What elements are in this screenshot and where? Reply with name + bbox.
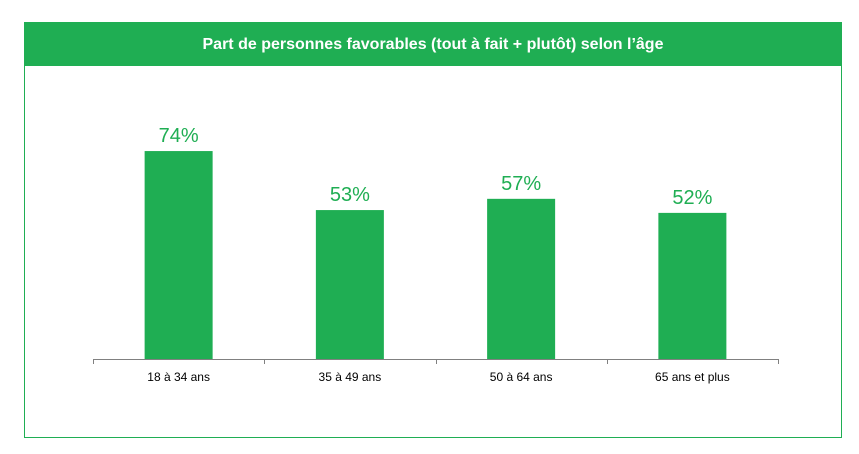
chart-title-bar: Part de personnes favorables (tout à fai… [25, 23, 841, 66]
category-label-1: 18 à 34 ans [147, 370, 210, 384]
bar-4 [658, 212, 727, 359]
data-label-2: 53% [330, 184, 370, 206]
bar-3 [487, 198, 556, 359]
x-axis [93, 359, 779, 364]
data-label-3: 57% [501, 173, 541, 195]
bar-2 [315, 210, 384, 359]
category-label-4: 65 ans et plus [655, 370, 730, 384]
data-label-4: 52% [672, 187, 712, 209]
labels-group: 74% 18 à 34 ans 53% 35 à 49 ans 57% 50 à 64 a… [147, 125, 729, 384]
chart-title: Part de personnes favorables (tout à fai… [202, 35, 664, 53]
category-label-3: 50 à 64 ans [490, 370, 553, 384]
bars-group [144, 151, 727, 359]
data-label-1: 74% [159, 125, 199, 147]
bar-1 [144, 151, 213, 359]
category-label-2: 35 à 49 ans [319, 370, 382, 384]
